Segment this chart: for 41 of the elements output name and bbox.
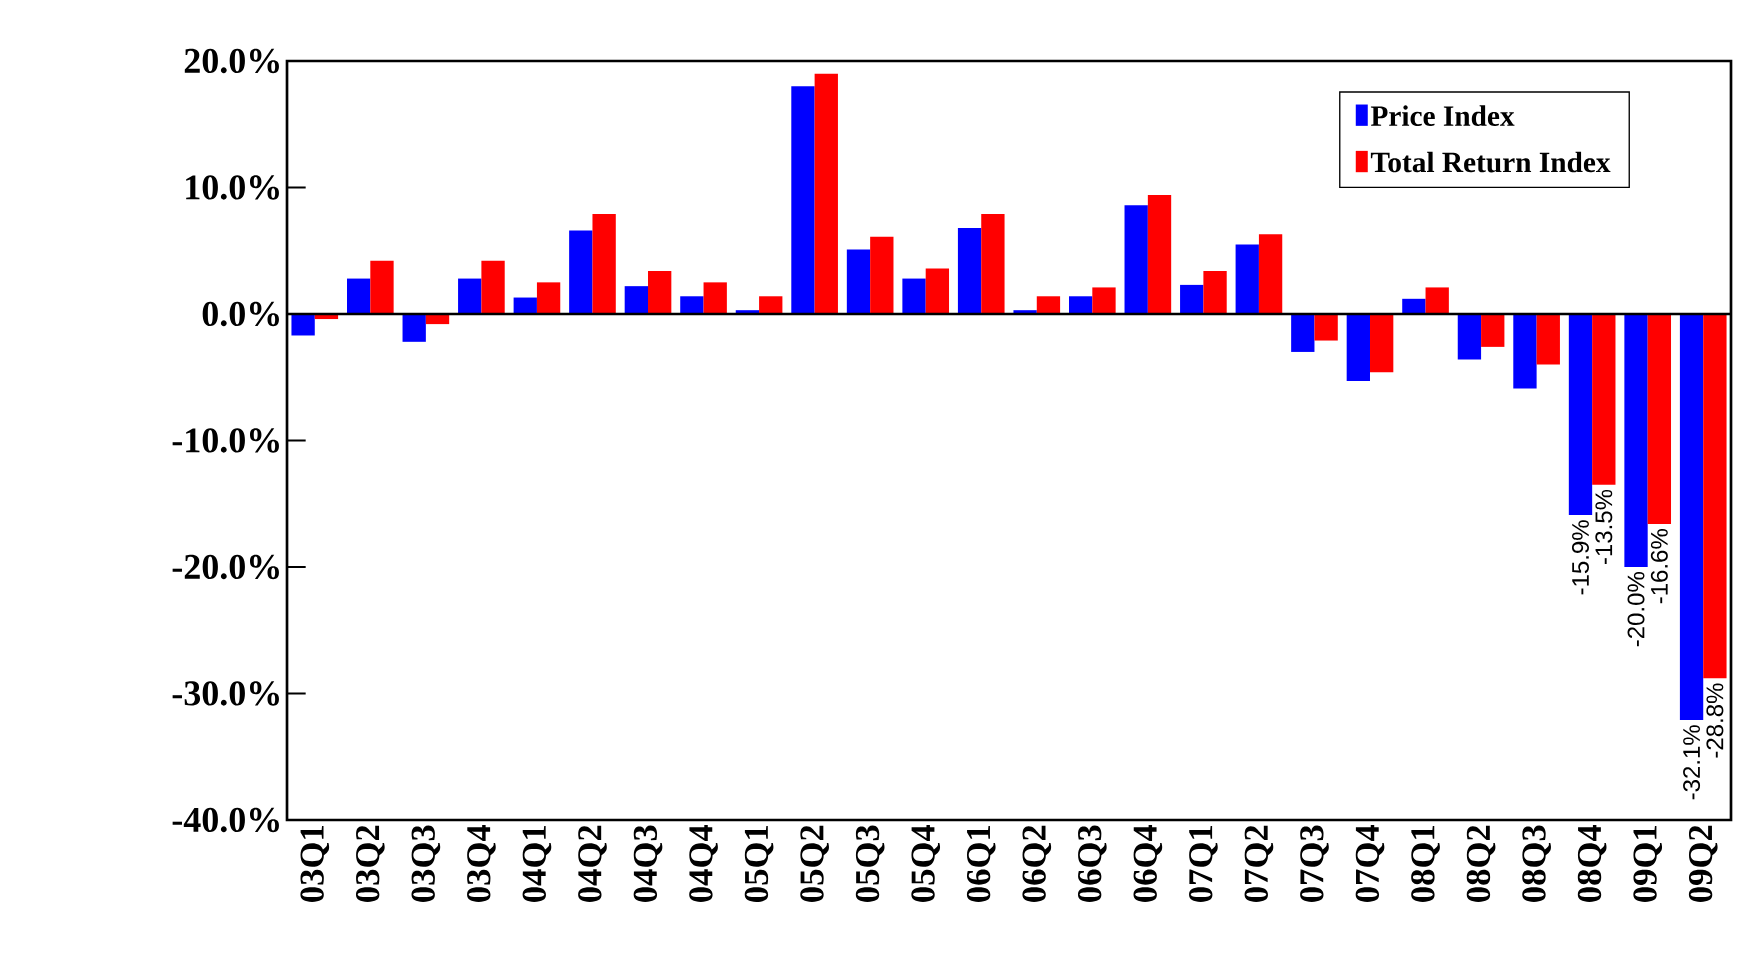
x-tick-label: 07Q1 <box>1189 826 1218 902</box>
y-tick-label: -30.0% <box>172 681 279 706</box>
x-tick-label: 07Q4 <box>1355 824 1385 902</box>
x-tick-label: 03Q3 <box>411 825 441 902</box>
y-tick-label: 0.0% <box>202 301 279 327</box>
data-label: -15.9% <box>1571 520 1589 595</box>
x-tick-label: 06Q1 <box>966 826 996 902</box>
x-tick-label: 04Q3 <box>633 825 663 902</box>
x-tick-label: 05Q4 <box>911 824 941 902</box>
y-tick-label: 20.0% <box>184 48 279 74</box>
x-tick-label: 06Q4 <box>1133 824 1163 902</box>
x-tick-label: 06Q2 <box>1022 825 1052 902</box>
y-tick-label: -20.0% <box>172 554 279 580</box>
x-tick-label: 07Q2 <box>1244 825 1274 902</box>
x-tick-label: 04Q4 <box>689 824 718 902</box>
x-tick-label: 05Q3 <box>855 825 885 902</box>
data-label: -32.1% <box>1683 725 1701 800</box>
y-tick-label: -40.0% <box>172 807 279 833</box>
x-tick-label: 09Q2 <box>1688 825 1718 902</box>
y-tick-label: -10.0% <box>172 428 279 453</box>
x-tick-label: 03Q2 <box>355 825 385 902</box>
x-tick-label: 06Q3 <box>1077 825 1107 902</box>
x-tick-label: 05Q1 <box>744 826 774 902</box>
x-tick-label: 07Q3 <box>1300 825 1329 902</box>
legend-label: Price Index <box>1370 105 1515 126</box>
x-tick-label: 04Q2 <box>578 825 607 902</box>
x-tick-label: 09Q1 <box>1633 826 1663 902</box>
legend-label: Total Return Index <box>1370 151 1611 173</box>
x-tick-label: 08Q3 <box>1522 825 1551 902</box>
x-tick-label: 08Q4 <box>1577 824 1607 902</box>
x-tick-label: 03Q4 <box>467 824 496 902</box>
data-label: -20.0% <box>1627 572 1645 647</box>
data-label: -16.6% <box>1650 529 1668 604</box>
data-label: -28.8% <box>1706 683 1724 758</box>
x-tick-label: 03Q1 <box>300 826 330 902</box>
x-tick-label: 05Q2 <box>800 825 829 902</box>
data-label: -13.5% <box>1595 489 1613 564</box>
x-tick-label: 08Q1 <box>1411 826 1440 902</box>
x-tick-label: 08Q2 <box>1466 825 1496 902</box>
y-tick-label: 10.0% <box>186 175 279 200</box>
x-tick-label: 04Q1 <box>522 826 552 902</box>
